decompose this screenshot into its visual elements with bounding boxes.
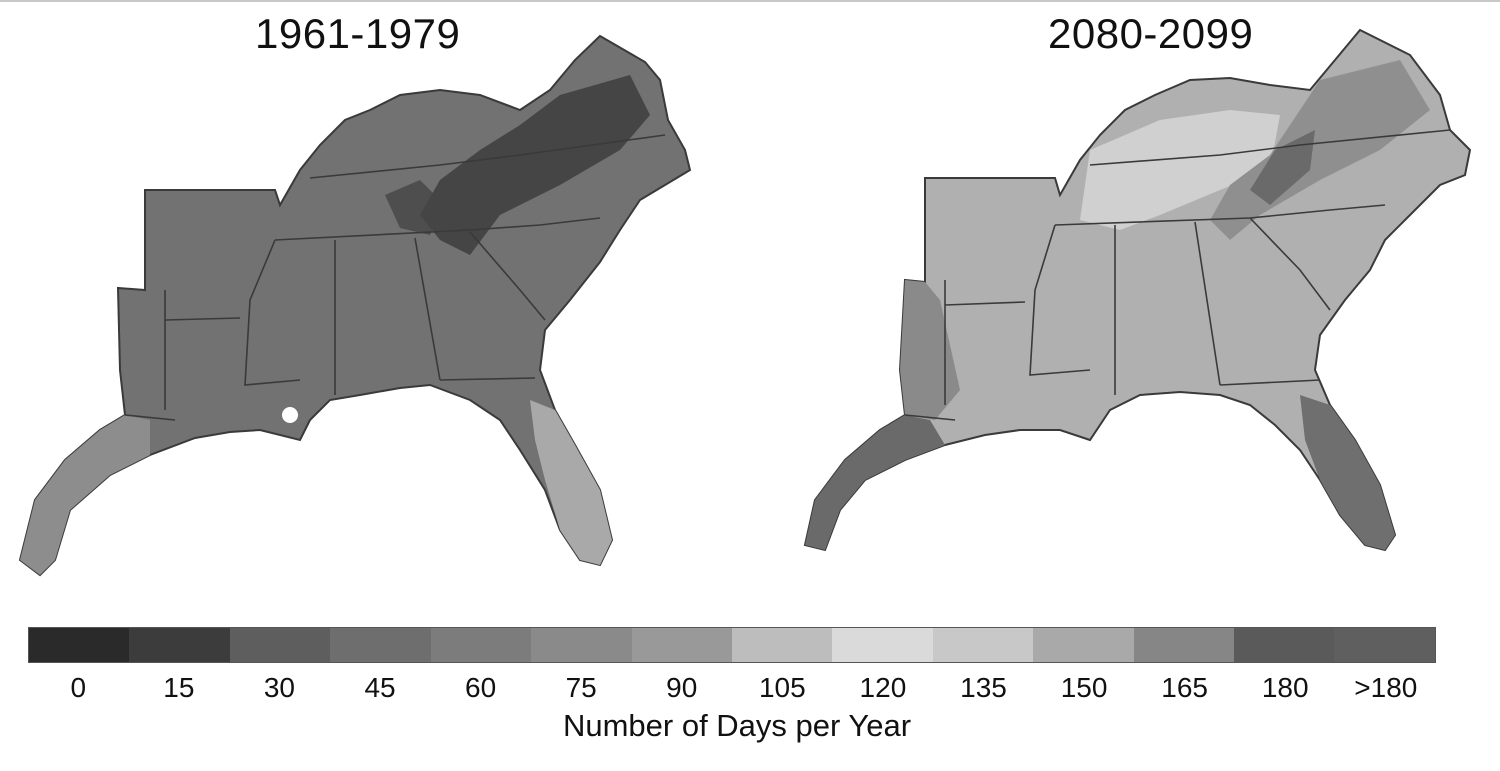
legend-swatch (330, 628, 431, 662)
legend-swatch (129, 628, 230, 662)
state-boundaries (904, 129, 1451, 421)
legend-swatch (1234, 628, 1335, 662)
legend-swatch (430, 628, 532, 662)
legend-label: 135 (960, 672, 1007, 703)
gulf-coast-dark (805, 415, 945, 550)
legend-label: 0 (70, 672, 87, 703)
left-map-title: 1961-1979 (255, 10, 461, 57)
lake-icon (282, 407, 298, 423)
florida-light (530, 400, 612, 565)
right-map-title: 2080-2099 (1048, 10, 1254, 57)
top-border (0, 0, 1500, 2)
southeast-map-2080-2099 (803, 28, 1472, 552)
legend-label: 30 (263, 672, 296, 703)
legend-title: Number of Days per Year (562, 708, 912, 743)
mountain-band (420, 75, 650, 255)
legend-swatch (1133, 628, 1235, 662)
southeast-map-1961-1979 (18, 34, 692, 577)
legend-swatch (932, 628, 1034, 662)
ridge-dark (1250, 130, 1315, 205)
legend-label: >180 (1354, 672, 1418, 703)
ridge-highlight (385, 180, 445, 235)
legend-swatch (731, 628, 833, 662)
legend-label: 150 (1060, 672, 1108, 703)
legend-label: 105 (758, 672, 806, 703)
legend-label: 60 (465, 672, 497, 703)
light-zone (1080, 110, 1280, 230)
gulf-coast-light (20, 415, 150, 575)
legend-swatch (1334, 628, 1435, 662)
legend-label: 75 (565, 672, 597, 703)
legend-swatch (229, 628, 331, 662)
legend-label: 15 (163, 672, 195, 703)
legend-swatch (832, 628, 933, 662)
legend-label: 90 (666, 672, 698, 703)
legend-label: 180 (1261, 672, 1309, 703)
state-boundaries (124, 134, 666, 421)
legend-swatch (631, 628, 732, 662)
legend-label: 165 (1161, 672, 1208, 703)
legend-label: 120 (859, 672, 907, 703)
legend-label: 45 (364, 672, 396, 703)
legend-swatch (531, 628, 632, 662)
legend-labels: 0 15 30 45 60 75 90 105 120 135 150 165 180 >180 (28, 672, 1436, 706)
legend-swatch (29, 628, 130, 662)
legend-swatch (1033, 628, 1134, 662)
legend-color-bar (28, 627, 1436, 663)
florida-dark (1300, 395, 1395, 550)
